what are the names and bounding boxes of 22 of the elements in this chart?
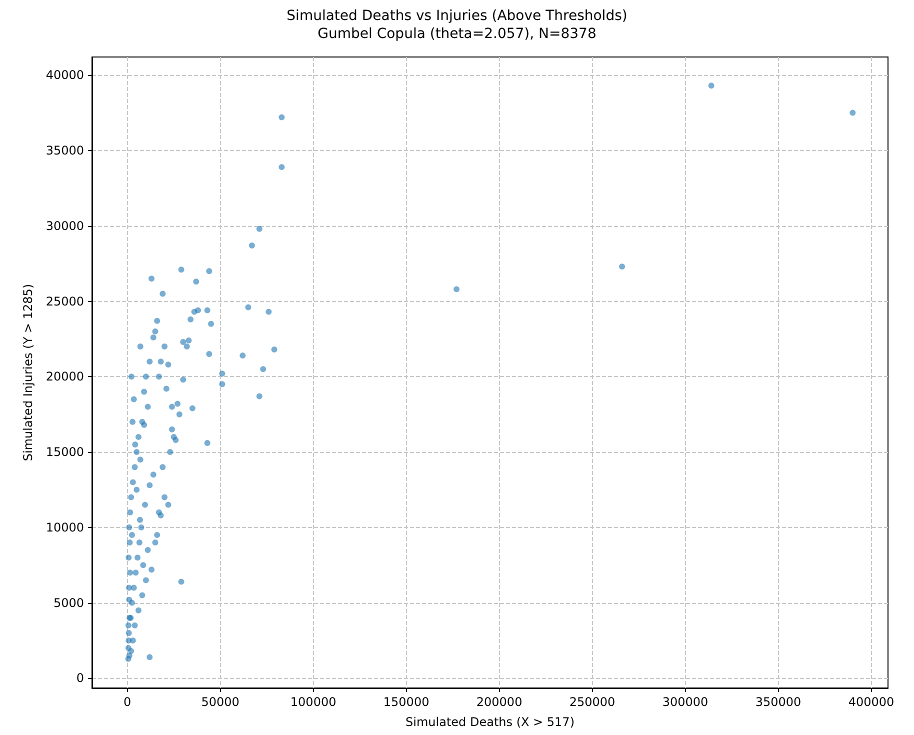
x-tick-label: 50000 bbox=[201, 695, 240, 709]
y-tick-label: 35000 bbox=[46, 143, 84, 158]
y-tick-label: 25000 bbox=[46, 294, 84, 308]
x-tick-label: 150000 bbox=[383, 695, 430, 709]
y-tick-label: 15000 bbox=[46, 445, 84, 460]
x-tick-label: 200000 bbox=[476, 695, 522, 709]
x-tick-label: 400000 bbox=[848, 695, 894, 709]
y-tick-label: 0 bbox=[76, 671, 84, 686]
y-tick-label: 30000 bbox=[46, 218, 84, 233]
y-tick-label: 20000 bbox=[46, 370, 84, 384]
x-axis-title: Simulated Deaths (X > 517) bbox=[406, 715, 574, 729]
y-tick-label: 5000 bbox=[53, 596, 84, 610]
x-tick-label: 350000 bbox=[755, 695, 802, 709]
x-tick-label: 300000 bbox=[662, 695, 708, 709]
y-tick-label: 10000 bbox=[46, 520, 84, 534]
x-tick-label: 250000 bbox=[569, 695, 616, 709]
x-tick-label: 0 bbox=[124, 695, 132, 709]
x-tick-label: 100000 bbox=[290, 695, 336, 709]
chart-title: Simulated Deaths vs Injuries (Above Thresholds) bbox=[286, 8, 628, 24]
y-axis-title: Simulated Injuries (Y > 1285) bbox=[21, 284, 35, 462]
y-tick-label: 40000 bbox=[46, 68, 84, 82]
chart-subtitle: Gumbel Copula (theta=2.057), N=8378 bbox=[318, 26, 596, 42]
